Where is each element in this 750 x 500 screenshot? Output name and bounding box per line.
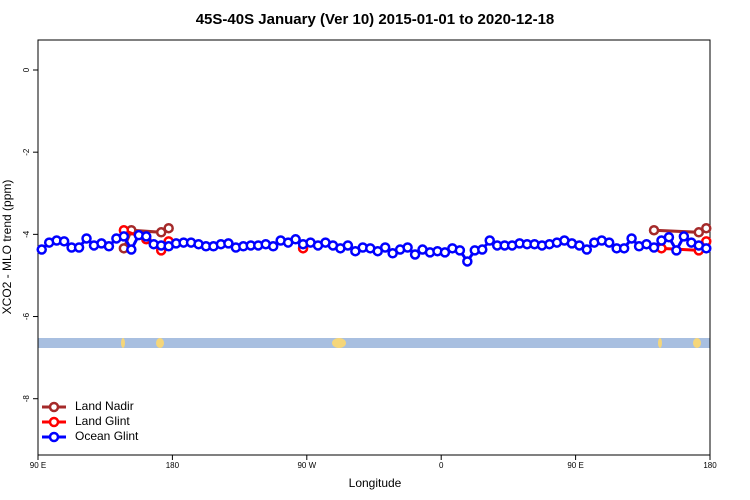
x-tick-label: 180 — [703, 461, 717, 470]
legend-label: Ocean Glint — [75, 429, 139, 443]
point — [462, 256, 473, 267]
land-patch — [658, 338, 662, 348]
point — [693, 227, 705, 238]
y-tick-label: -6 — [22, 312, 31, 320]
point — [618, 243, 630, 254]
y-axis-label: XCO2 - MLO trend (ppm) — [0, 180, 14, 315]
point — [671, 245, 682, 256]
x-tick-label: 180 — [166, 461, 180, 470]
point — [342, 240, 354, 251]
point — [409, 249, 421, 260]
legend-label: Land Nadir — [75, 399, 134, 413]
x-tick-label: 90 W — [297, 461, 316, 470]
point — [648, 242, 660, 253]
point — [163, 222, 174, 234]
point — [290, 234, 301, 245]
point — [58, 236, 70, 247]
point — [223, 238, 234, 249]
land-patch — [121, 338, 125, 348]
ocean-strip — [38, 338, 710, 348]
point — [477, 244, 488, 255]
y-tick-label: -4 — [22, 230, 31, 238]
legend-marker — [48, 401, 60, 413]
land-mask-strip — [38, 338, 710, 348]
land-patch — [332, 338, 346, 348]
point — [484, 235, 495, 246]
chart-title: 45S-40S January (Ver 10) 2015-01-01 to 2… — [196, 11, 555, 28]
point — [626, 233, 637, 244]
point — [126, 244, 137, 255]
point — [36, 244, 47, 255]
x-tick-label: 90 E — [30, 461, 46, 470]
point — [81, 233, 92, 244]
point — [581, 244, 593, 255]
point — [454, 245, 466, 256]
x-tick-label: 90 E — [567, 461, 583, 470]
land-patch — [693, 338, 701, 348]
point — [648, 224, 660, 236]
y-tick-label: -8 — [22, 395, 31, 403]
point — [678, 231, 690, 242]
point — [439, 247, 451, 258]
legend-label: Land Glint — [75, 414, 130, 428]
point — [663, 231, 675, 243]
point — [103, 241, 115, 252]
legend-marker — [48, 431, 60, 443]
point — [701, 243, 712, 254]
point — [155, 227, 167, 238]
y-tick-label: 0 — [22, 67, 31, 72]
x-tick-label: 0 — [439, 461, 444, 470]
point — [701, 222, 712, 234]
point — [73, 242, 85, 253]
point — [141, 231, 152, 242]
land-patch — [156, 338, 164, 348]
point — [574, 240, 585, 251]
point — [603, 237, 615, 248]
x-axis-label: Longitude — [349, 476, 402, 490]
point — [267, 241, 279, 252]
legend-marker — [48, 416, 60, 428]
point — [379, 242, 391, 253]
y-tick-label: -2 — [22, 148, 31, 156]
point — [118, 231, 130, 242]
point — [402, 242, 413, 253]
